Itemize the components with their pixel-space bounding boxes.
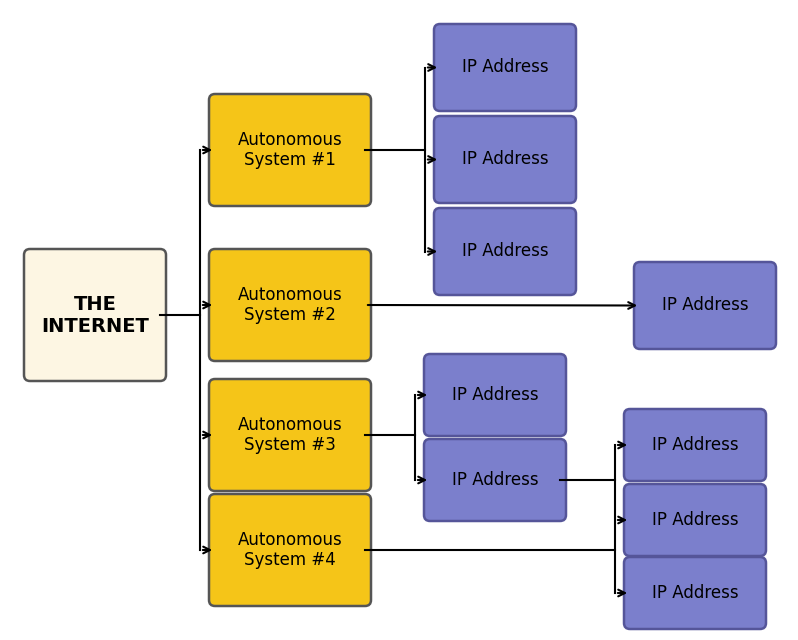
FancyBboxPatch shape	[424, 439, 566, 521]
FancyBboxPatch shape	[424, 354, 566, 436]
Text: IP Address: IP Address	[652, 436, 738, 454]
Text: Autonomous
System #3: Autonomous System #3	[238, 415, 342, 454]
Text: IP Address: IP Address	[652, 511, 738, 529]
Text: Autonomous
System #1: Autonomous System #1	[238, 131, 342, 170]
FancyBboxPatch shape	[434, 116, 576, 203]
FancyBboxPatch shape	[624, 409, 766, 481]
FancyBboxPatch shape	[209, 494, 371, 606]
Text: IP Address: IP Address	[652, 584, 738, 602]
Text: IP Address: IP Address	[462, 243, 548, 260]
FancyBboxPatch shape	[434, 24, 576, 111]
FancyBboxPatch shape	[624, 557, 766, 629]
FancyBboxPatch shape	[634, 262, 776, 349]
Text: IP Address: IP Address	[462, 150, 548, 168]
Text: Autonomous
System #4: Autonomous System #4	[238, 531, 342, 570]
Text: IP Address: IP Address	[452, 386, 539, 404]
FancyBboxPatch shape	[434, 208, 576, 295]
Text: IP Address: IP Address	[452, 471, 539, 489]
FancyBboxPatch shape	[209, 249, 371, 361]
Text: IP Address: IP Address	[662, 296, 749, 314]
Text: IP Address: IP Address	[462, 58, 548, 77]
Text: THE
INTERNET: THE INTERNET	[41, 294, 149, 335]
FancyBboxPatch shape	[24, 249, 166, 381]
FancyBboxPatch shape	[209, 379, 371, 491]
Text: Autonomous
System #2: Autonomous System #2	[238, 285, 342, 324]
FancyBboxPatch shape	[209, 94, 371, 206]
FancyBboxPatch shape	[624, 484, 766, 556]
